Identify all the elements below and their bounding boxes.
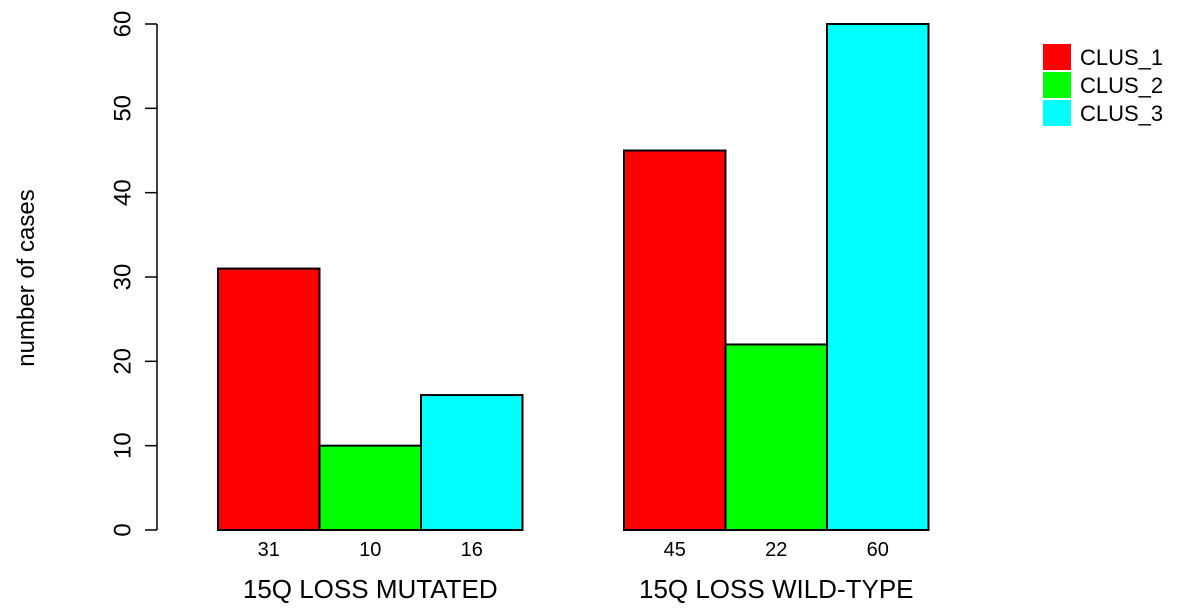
y-tick-label: 60	[109, 11, 136, 38]
y-tick-label: 40	[109, 179, 136, 206]
group-labels: 15Q LOSS MUTATED 15Q LOSS WILD-TYPE	[243, 574, 914, 604]
bar	[420, 394, 524, 532]
bar	[318, 444, 422, 531]
legend: CLUS_1 CLUS_2 CLUS_3	[1043, 44, 1163, 126]
legend-label: CLUS_1	[1080, 45, 1163, 70]
y-tick-label: 10	[109, 432, 136, 459]
bar-count-label: 45	[664, 539, 686, 561]
y-tick-label: 0	[109, 523, 136, 536]
group-label: 15Q LOSS MUTATED	[243, 574, 498, 604]
legend-swatch	[1043, 44, 1071, 70]
bar-count-label: 22	[765, 539, 787, 561]
bar-count-label: 60	[867, 539, 889, 561]
y-tick-label: 20	[109, 348, 136, 375]
bars	[217, 23, 930, 532]
y-tick-label: 50	[109, 95, 136, 122]
bar-count-label: 31	[258, 539, 280, 561]
legend-swatch	[1043, 72, 1071, 98]
bar	[623, 149, 727, 531]
group-label: 15Q LOSS WILD-TYPE	[639, 574, 914, 604]
y-axis: 0 10 20 30 40 50 60	[109, 11, 158, 537]
count-labels: 31 10 16 45 22 60	[258, 539, 889, 561]
legend-swatch	[1043, 100, 1071, 126]
bar-count-label: 10	[359, 539, 381, 561]
bar	[826, 23, 930, 531]
legend-label: CLUS_3	[1080, 101, 1163, 126]
y-axis-label: number of cases	[13, 189, 40, 366]
bar	[724, 343, 828, 532]
y-tick-label: 30	[109, 264, 136, 291]
bar	[217, 267, 321, 531]
legend-label: CLUS_2	[1080, 73, 1163, 98]
bar-count-label: 16	[461, 539, 483, 561]
